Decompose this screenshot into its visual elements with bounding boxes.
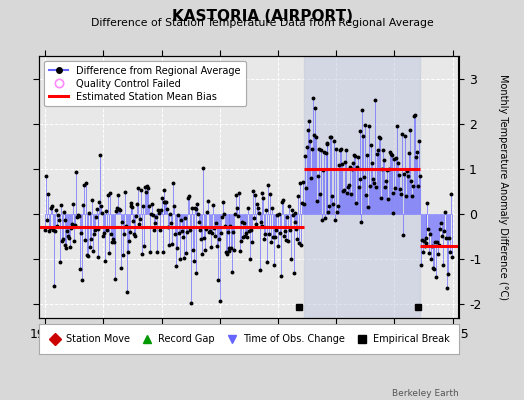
Legend: Station Move, Record Gap, Time of Obs. Change, Empirical Break: Station Move, Record Gap, Time of Obs. C…: [44, 330, 454, 348]
Text: Difference of Station Temperature Data from Regional Average: Difference of Station Temperature Data f…: [91, 18, 433, 28]
Y-axis label: Monthly Temperature Anomaly Difference (°C): Monthly Temperature Anomaly Difference (…: [498, 74, 508, 300]
Text: KASTORIA (AIRPORT): KASTORIA (AIRPORT): [171, 9, 353, 24]
Text: Berkeley Earth: Berkeley Earth: [392, 389, 458, 398]
Legend: Difference from Regional Average, Quality Control Failed, Estimated Station Mean: Difference from Regional Average, Qualit…: [44, 61, 246, 106]
Bar: [303, 56, 420, 318]
